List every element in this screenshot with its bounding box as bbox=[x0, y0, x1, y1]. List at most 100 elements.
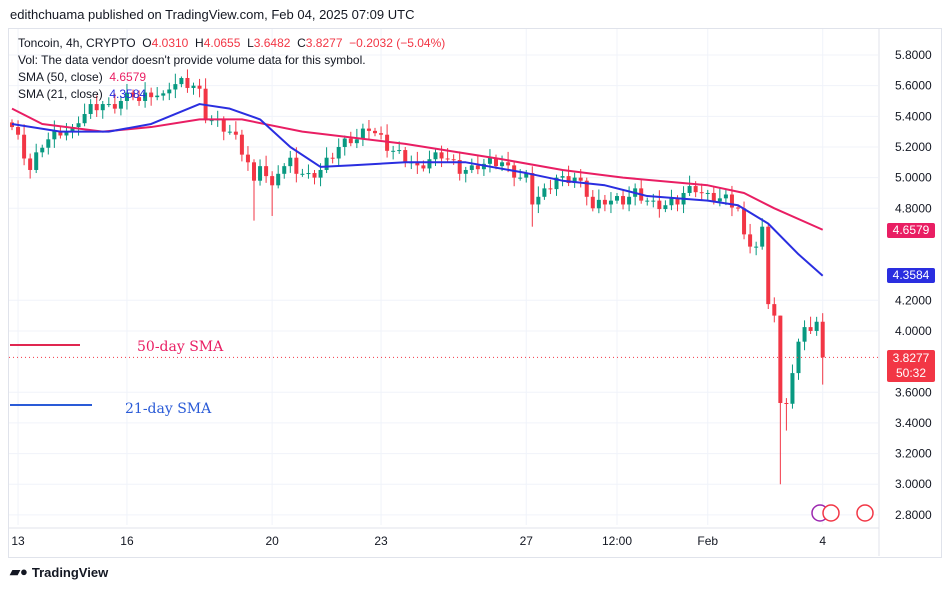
logo-text: TradingView bbox=[31, 564, 109, 580]
candle-down bbox=[197, 85, 202, 89]
candle-up bbox=[572, 177, 577, 184]
candle-up bbox=[754, 246, 759, 248]
candle-down bbox=[766, 226, 771, 305]
y-tick-label: 4.2000 bbox=[895, 293, 932, 307]
candle-down bbox=[373, 130, 377, 134]
candle-down bbox=[16, 127, 21, 135]
candle-down bbox=[742, 208, 747, 235]
x-tick-label: 13 bbox=[11, 534, 25, 548]
candle-up bbox=[143, 92, 148, 101]
publisher-line: edithchuama published on TradingView.com… bbox=[10, 7, 415, 22]
sma21-value: 4.3584 bbox=[109, 87, 147, 101]
candle-down bbox=[621, 196, 626, 205]
candle-down bbox=[729, 194, 734, 208]
candle-down bbox=[185, 77, 190, 88]
candle-down bbox=[778, 315, 783, 403]
candle-down bbox=[131, 92, 135, 98]
y-tick-label: 5.6000 bbox=[895, 79, 932, 93]
candle-up bbox=[596, 199, 601, 209]
low-value: 3.6482 bbox=[253, 36, 291, 50]
annotation-50-day-sma: 50-day SMA bbox=[137, 339, 224, 355]
candle-down bbox=[379, 133, 384, 135]
candle-up bbox=[336, 146, 341, 159]
candle-up bbox=[34, 152, 39, 170]
candle-up bbox=[796, 341, 801, 374]
candle-down bbox=[221, 119, 226, 132]
sma21-price-tag: 4.3584 bbox=[887, 268, 935, 283]
y-tick-label: 4.8000 bbox=[895, 201, 932, 215]
candle-up bbox=[433, 152, 438, 160]
candle-down bbox=[239, 134, 244, 155]
candle-up bbox=[524, 173, 529, 178]
candle-up bbox=[542, 188, 547, 197]
candle-down bbox=[330, 157, 335, 159]
candle-down bbox=[451, 159, 456, 161]
candle-up bbox=[46, 139, 51, 148]
candle-down bbox=[348, 138, 353, 144]
candle-up bbox=[40, 147, 45, 153]
candle-down bbox=[445, 158, 450, 160]
flag-event-icon bbox=[822, 504, 840, 522]
candle-down bbox=[439, 152, 444, 159]
high-value: 4.0655 bbox=[203, 36, 241, 50]
candle-down bbox=[264, 166, 269, 177]
candle-down bbox=[808, 327, 813, 331]
candle-up bbox=[608, 200, 613, 205]
candle-up bbox=[179, 77, 184, 85]
open-label: O bbox=[142, 36, 152, 50]
candle-up bbox=[282, 166, 287, 174]
candle-down bbox=[312, 173, 317, 178]
candle-up bbox=[191, 85, 196, 88]
candle-up bbox=[70, 127, 75, 132]
candle-up bbox=[276, 173, 281, 186]
candle-down bbox=[699, 192, 704, 194]
candle-up bbox=[518, 177, 523, 179]
candle-up bbox=[615, 196, 619, 201]
y-tick-label: 5.2000 bbox=[895, 140, 932, 154]
candle-down bbox=[711, 192, 716, 202]
candle-up bbox=[227, 131, 232, 133]
candle-up bbox=[209, 120, 214, 122]
candle-down bbox=[578, 177, 583, 181]
candle-up bbox=[500, 162, 505, 167]
candle-up bbox=[155, 95, 160, 98]
candle-up bbox=[487, 157, 492, 164]
candle-up bbox=[88, 104, 93, 115]
candle-down bbox=[772, 304, 777, 316]
candle-up bbox=[82, 114, 87, 124]
candle-down bbox=[475, 165, 480, 170]
candle-down bbox=[590, 196, 595, 209]
sma50-price-tag: 4.6579 bbox=[887, 223, 935, 238]
candle-down bbox=[736, 207, 740, 209]
candle-up bbox=[469, 165, 474, 170]
candle-up bbox=[318, 169, 323, 178]
candle-down bbox=[820, 321, 825, 358]
candle-down bbox=[233, 131, 238, 135]
candle-down bbox=[403, 150, 408, 163]
candle-up bbox=[354, 139, 359, 144]
candle-up bbox=[560, 176, 565, 178]
candle-up bbox=[427, 159, 432, 169]
candle-up bbox=[324, 157, 329, 170]
close-value: 3.8277 bbox=[305, 36, 343, 50]
candle-up bbox=[790, 373, 795, 404]
annotation-21-day-sma: 21-day SMA bbox=[125, 401, 212, 417]
candle-down bbox=[58, 130, 63, 136]
candle-down bbox=[657, 200, 662, 210]
candle-down bbox=[28, 158, 33, 170]
sma21-label: SMA (21, close) bbox=[18, 87, 103, 101]
candle-down bbox=[584, 180, 589, 197]
candle-down bbox=[112, 104, 117, 109]
symbol: Toncoin, 4h, CRYPTO bbox=[18, 36, 136, 50]
candle-down bbox=[693, 186, 698, 193]
candle-down bbox=[602, 199, 607, 205]
candle-up bbox=[391, 150, 396, 152]
low-label: L bbox=[247, 36, 254, 50]
candle-down bbox=[94, 104, 99, 111]
high-label: H bbox=[195, 36, 204, 50]
x-tick-label: 12:00 bbox=[602, 534, 632, 548]
candle-up bbox=[687, 186, 692, 193]
sma50-value: 4.6579 bbox=[109, 70, 147, 84]
candle-up bbox=[76, 123, 81, 128]
